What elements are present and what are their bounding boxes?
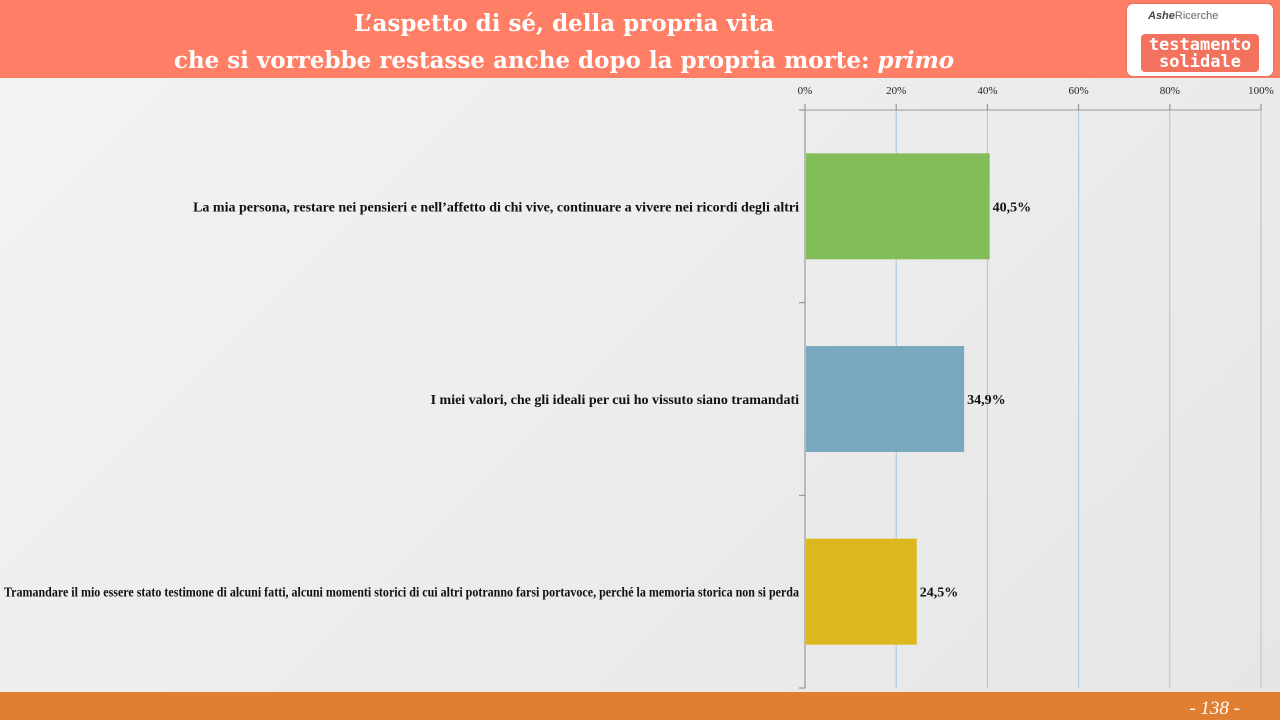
- bar-chart: 0% 20% 40% 60% 80% 100% 40,5% La mia persona, r…: [4, 85, 1274, 689]
- x-tick-label-80: 80%: [1160, 85, 1180, 97]
- bar-1: [806, 153, 990, 260]
- logo-brand-text: AsheRicerche: [1148, 10, 1218, 22]
- logo-word-2: solidale: [1159, 52, 1241, 72]
- bar-2: [806, 346, 965, 452]
- page-title-line-1: L’aspetto di sé, della propria vita: [353, 10, 775, 37]
- page-title-line-2: che si vorrebbe restasse anche dopo la p…: [0, 47, 1128, 75]
- page-number: - 138 -: [1189, 698, 1240, 719]
- header-bar: [0, 0, 1280, 78]
- category-label-2: I miei valori, che gli ideali per cui ho…: [431, 393, 800, 408]
- category-label-3: Tramandare il mio essere stato testimone…: [4, 586, 799, 601]
- logo-brand-part2: Ricerche: [1174, 10, 1219, 22]
- logo-word-1: testamento: [1148, 35, 1252, 55]
- x-tick-label-40: 40%: [977, 85, 997, 97]
- bar-3: [806, 538, 917, 645]
- data-label-1: 40,5%: [993, 200, 1031, 215]
- title-italic-word: primo: [877, 47, 955, 74]
- x-tick-label-0: 0%: [798, 85, 813, 97]
- x-tick-label-60: 60%: [1069, 85, 1089, 97]
- logo-brand-part1: Ashe: [1148, 10, 1175, 22]
- title-line-2-text: che si vorrebbe restasse anche dopo la p…: [173, 47, 870, 74]
- x-tick-label-100: 100%: [1248, 85, 1274, 97]
- data-label-2: 34,9%: [967, 393, 1006, 408]
- footer-bar: [0, 692, 1280, 720]
- logo-red-box: [1141, 34, 1259, 72]
- x-tick-label-20: 20%: [886, 85, 906, 97]
- data-label-3: 24,5%: [920, 586, 959, 601]
- category-label-1: La mia persona, restare nei pensieri e n…: [193, 200, 799, 215]
